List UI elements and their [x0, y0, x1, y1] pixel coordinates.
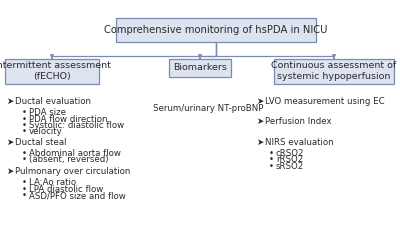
- Text: velocity: velocity: [29, 127, 63, 136]
- Text: Pulmonary over circulation: Pulmonary over circulation: [15, 167, 130, 176]
- FancyBboxPatch shape: [274, 59, 394, 84]
- Text: Intermittent assessment
(fECHO): Intermittent assessment (fECHO): [0, 61, 110, 81]
- Text: •: •: [22, 108, 27, 117]
- Text: •: •: [22, 127, 27, 136]
- Text: Abdominal aorta flow: Abdominal aorta flow: [29, 149, 121, 158]
- FancyBboxPatch shape: [116, 18, 316, 42]
- Text: •: •: [269, 162, 274, 171]
- Text: Comprehensive monitoring of hsPDA in NICU: Comprehensive monitoring of hsPDA in NIC…: [104, 25, 328, 35]
- Text: ➤: ➤: [256, 138, 263, 147]
- Text: •: •: [22, 191, 27, 200]
- Text: cRSO2: cRSO2: [276, 149, 304, 158]
- Text: (absent, reversed): (absent, reversed): [29, 155, 109, 164]
- Text: •: •: [22, 114, 27, 124]
- Text: ➤: ➤: [256, 97, 263, 106]
- Text: ➤: ➤: [6, 138, 13, 147]
- FancyBboxPatch shape: [5, 59, 99, 84]
- Text: rRSO2: rRSO2: [276, 155, 303, 164]
- Text: Serum/urinary NT-proBNP: Serum/urinary NT-proBNP: [153, 104, 263, 113]
- Text: Systolic: diastolic flow: Systolic: diastolic flow: [29, 121, 124, 130]
- Text: LPA diastolic flow: LPA diastolic flow: [29, 185, 104, 194]
- Text: LA:Ao ratio: LA:Ao ratio: [29, 178, 76, 187]
- Text: Continuous assessment of
systemic hypoperfusion: Continuous assessment of systemic hypope…: [271, 61, 397, 81]
- Text: •: •: [22, 121, 27, 130]
- Text: Biomarkers: Biomarkers: [173, 63, 227, 72]
- Text: ➤: ➤: [6, 167, 13, 176]
- Text: NIRS evaluation: NIRS evaluation: [265, 138, 334, 147]
- Text: Ductal evaluation: Ductal evaluation: [15, 97, 91, 106]
- Text: sRSO2: sRSO2: [276, 162, 304, 171]
- FancyBboxPatch shape: [169, 59, 231, 77]
- Text: PDA size: PDA size: [29, 108, 66, 117]
- Text: PDA flow direction: PDA flow direction: [29, 114, 108, 124]
- Text: •: •: [22, 149, 27, 158]
- Text: •: •: [269, 155, 274, 164]
- Text: •: •: [22, 178, 27, 187]
- Text: •: •: [269, 149, 274, 158]
- Text: LVO measurement using EC: LVO measurement using EC: [265, 97, 384, 106]
- Text: ➤: ➤: [256, 117, 263, 126]
- Text: ASD/PFO size and flow: ASD/PFO size and flow: [29, 191, 126, 200]
- Text: •: •: [22, 155, 27, 164]
- Text: ➤: ➤: [6, 97, 13, 106]
- Text: •: •: [22, 185, 27, 194]
- Text: Perfusion Index: Perfusion Index: [265, 117, 332, 126]
- Text: Ductal steal: Ductal steal: [15, 138, 66, 147]
